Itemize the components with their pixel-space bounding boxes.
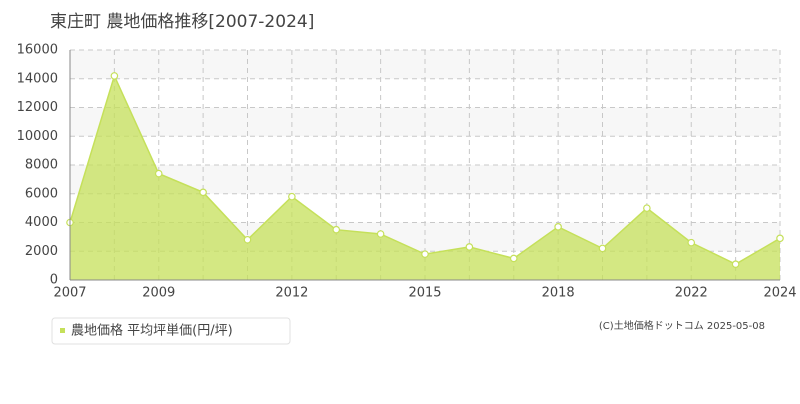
y-tick-label: 6000 — [25, 186, 58, 201]
point — [687, 238, 696, 247]
point — [243, 235, 252, 244]
y-tick-label: 2000 — [25, 244, 58, 259]
y-tick-label: 0 — [50, 273, 58, 288]
point — [643, 204, 651, 212]
point — [731, 260, 740, 268]
y-tick-label: 14000 — [17, 71, 58, 86]
y-tick-label: 8000 — [25, 158, 58, 173]
point — [509, 254, 518, 263]
x-tick-label: 2024 — [763, 286, 796, 301]
point — [288, 192, 296, 201]
point — [776, 234, 784, 243]
point — [199, 188, 207, 197]
point — [421, 250, 429, 258]
point — [554, 223, 562, 231]
x-tick-label: 2015 — [408, 286, 441, 301]
y-tick-label: 16000 — [17, 43, 58, 58]
y-tick-label: 10000 — [17, 129, 58, 144]
x-tick-label: 2007 — [53, 286, 86, 301]
x-tick-label: 2009 — [142, 286, 175, 301]
legend-label: 農地価格 平均坪単価(円/坪) — [71, 323, 233, 339]
point — [110, 72, 119, 80]
y-tick-label: 12000 — [17, 100, 58, 115]
point — [376, 230, 385, 238]
point — [598, 244, 607, 253]
legend-swatch — [60, 328, 65, 333]
point — [332, 225, 341, 234]
legend: 農地価格 平均坪単価(円/坪) — [51, 317, 291, 345]
point — [154, 169, 163, 178]
area — [70, 75, 780, 280]
legend-box — [51, 317, 291, 345]
x-tick-label: 2022 — [675, 286, 708, 301]
chart-title: 東庄町 農地価格推移[2007-2024] — [50, 12, 314, 32]
x-tick-label: 2012 — [275, 286, 308, 301]
x-tick-label: 2018 — [542, 286, 575, 301]
point — [465, 243, 474, 251]
footer: (C)土地価格ドットコム 2025-05-08 — [599, 319, 765, 332]
y-tick-label: 4000 — [25, 215, 58, 230]
